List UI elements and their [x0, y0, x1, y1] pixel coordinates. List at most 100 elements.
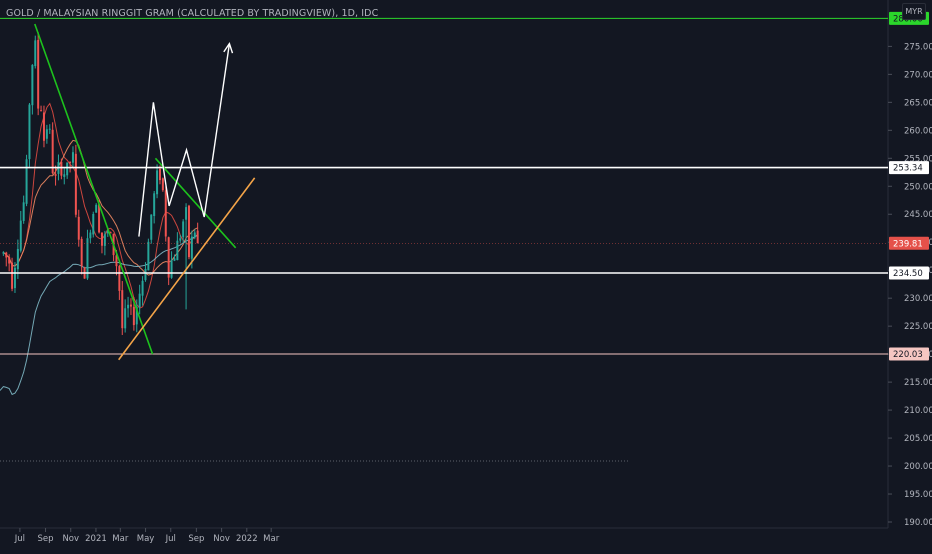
candle-body [182, 221, 185, 238]
last-price-label: 239.81 [893, 239, 923, 249]
trendline-2 [118, 177, 256, 361]
x-tick-label: Sep [38, 534, 54, 544]
candle [80, 236, 83, 275]
candle-body [34, 40, 37, 67]
x-tick-label: May [137, 534, 155, 544]
candle-body [48, 128, 51, 130]
candle-body [124, 308, 127, 329]
ma-line-long [0, 234, 198, 396]
y-tick-label: 245.00 [904, 210, 932, 220]
trendline-1 [154, 157, 237, 249]
candle-body [60, 161, 63, 176]
candle [71, 146, 74, 168]
candle-body [71, 152, 74, 163]
candle [40, 105, 43, 112]
last-price-label-box [889, 236, 929, 250]
candle-body [51, 129, 54, 174]
candle [60, 158, 63, 180]
candle-body [179, 238, 182, 241]
candle-body [196, 230, 199, 244]
y-tick-label: 250.00 [904, 182, 932, 192]
candle [28, 102, 31, 167]
y-tick-label: 215.00 [904, 378, 932, 388]
candle-body [103, 234, 106, 246]
candle-body [16, 249, 19, 270]
candle-body [138, 293, 141, 308]
x-tick-label: Mar [112, 534, 129, 544]
candle-body [2, 252, 5, 254]
level-label-box [889, 161, 929, 175]
candle [42, 105, 45, 148]
y-tick-label: 225.00 [904, 322, 932, 332]
candle-body [187, 205, 190, 258]
candle [138, 284, 141, 315]
candle [167, 236, 170, 286]
candle-body [37, 39, 40, 109]
level-label-box [889, 266, 929, 280]
candle-body [193, 232, 196, 238]
candle [179, 234, 182, 243]
candle-body [31, 64, 34, 106]
candle-body [170, 260, 173, 278]
y-tick-label: 270.00 [904, 70, 932, 80]
candle [185, 203, 188, 310]
candle-body [118, 266, 121, 291]
candle-body [69, 162, 72, 164]
candle [196, 222, 199, 244]
candle-body [66, 162, 69, 176]
candle-body [95, 204, 98, 213]
candle-body [141, 280, 144, 296]
chart-title: GOLD / MALAYSIAN RINGGIT GRAM (CALCULATE… [6, 8, 379, 19]
x-axis: Jul Sep Nov 2021 Mar May Jul Sep Nov 2022 Mar [14, 528, 280, 544]
candle [147, 238, 150, 271]
candle [129, 298, 132, 315]
candle-body [19, 220, 22, 251]
candle [5, 251, 8, 267]
level-label: 220.03 [893, 350, 923, 360]
candle [31, 64, 34, 115]
candle [158, 165, 161, 185]
candle [74, 144, 77, 218]
x-tick-label: Mar [263, 534, 280, 544]
candle [77, 209, 80, 247]
candle [89, 229, 92, 244]
candle [11, 257, 14, 292]
x-tick-label: Nov [62, 534, 79, 544]
candle [51, 122, 54, 175]
y-tick-label: 275.00 [904, 42, 932, 52]
candle-body [156, 170, 159, 195]
candle [95, 203, 98, 213]
candle-body [42, 112, 45, 141]
candle-body [135, 307, 138, 325]
y-tick-label: 200.00 [904, 462, 932, 472]
candle-body [11, 262, 14, 289]
candle [176, 232, 179, 261]
candle-body [158, 168, 161, 181]
candle [22, 195, 25, 224]
candle-body [147, 241, 150, 271]
candle [187, 204, 190, 260]
candle-body [153, 193, 156, 216]
candle-body [121, 290, 124, 329]
level-label: 234.50 [893, 269, 923, 279]
currency-button[interactable]: MYR [902, 3, 926, 20]
candle-body [25, 159, 28, 204]
candle [127, 296, 130, 318]
candle-body [54, 174, 57, 176]
candle-body [5, 252, 8, 258]
candle-body [185, 207, 188, 220]
level-label: 253.34 [893, 164, 923, 174]
candle-body [8, 257, 11, 264]
candle-body [40, 110, 43, 112]
candle [173, 254, 176, 262]
candle [13, 262, 16, 293]
candle [182, 219, 185, 244]
candle [164, 186, 167, 242]
ma-line-medium [3, 139, 198, 276]
candle-body [74, 153, 77, 215]
candle-body [86, 238, 89, 279]
candle-body [98, 204, 101, 233]
candle [54, 165, 57, 186]
